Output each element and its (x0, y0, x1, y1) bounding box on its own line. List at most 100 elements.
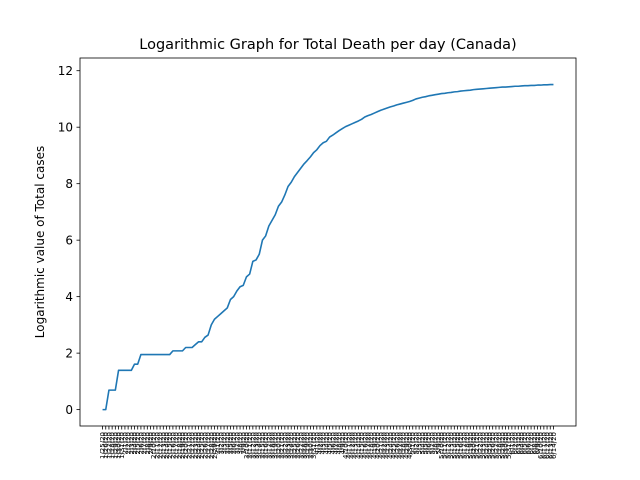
x-tick-label: 2/4/20 (131, 432, 139, 455)
x-tick-label: 5/13/20 (448, 432, 456, 459)
x-tick-label: 3/15/20 (259, 432, 267, 459)
x-tick-label: 3/19/20 (272, 432, 280, 459)
x-tick-label: 3/10/20 (243, 432, 251, 459)
x-tick-label: 1/28/20 (109, 432, 117, 459)
x-tick-label: 5/2/20 (412, 432, 420, 455)
x-tick-label: 2/17/20 (173, 432, 181, 459)
x-tick-label: 5/7/20 (428, 432, 436, 455)
x-tick-label: 5/27/20 (492, 432, 500, 459)
x-tick-label: 4/20/20 (374, 432, 382, 459)
x-tick-label: 3/6/20 (230, 432, 238, 455)
x-tick-label: 3/7/20 (233, 432, 241, 455)
x-tick-label: 3/13/20 (253, 432, 261, 459)
x-tick-label: 2/13/20 (160, 432, 168, 459)
x-tick-label: 5/25/20 (486, 432, 494, 459)
x-tick-label: 4/2/20 (317, 432, 325, 455)
x-tick-label: 4/15/20 (358, 432, 366, 459)
x-tick-label: 5/31/20 (505, 432, 513, 459)
x-tick-label: 2/1/20 (121, 432, 129, 455)
x-tick-label: 4/14/20 (355, 432, 363, 459)
x-tick-label: 1/30/20 (115, 432, 123, 459)
x-tick-label: 5/26/20 (489, 432, 497, 459)
x-tick-label: 6/13/20 (547, 432, 555, 459)
x-tick-label: 3/31/20 (310, 432, 318, 459)
x-tick-label: 5/30/20 (502, 432, 510, 459)
x-tick-label: 3/26/20 (294, 432, 302, 459)
x-tick-label: 5/11/20 (441, 432, 449, 459)
x-tick-label: 6/11/20 (540, 432, 548, 459)
x-tick-label: 5/6/20 (425, 432, 433, 455)
x-tick-label: 5/12/20 (444, 432, 452, 459)
x-tick-label: 2/6/20 (137, 432, 145, 455)
x-tick-label: 2/3/20 (128, 432, 136, 455)
x-tick-label: 1/31/20 (118, 432, 126, 459)
x-tick-label: 2/16/20 (169, 432, 177, 459)
x-tick-label: 6/8/20 (531, 432, 539, 455)
x-tick-label: 6/12/20 (544, 432, 552, 459)
x-tick-label: 2/25/20 (198, 432, 206, 459)
x-tick-label: 3/25/20 (291, 432, 299, 459)
x-tick-label: 5/4/20 (419, 432, 427, 455)
x-tick-label: 4/24/20 (387, 432, 395, 459)
x-tick-label: 4/16/20 (361, 432, 369, 459)
x-tick-label: 3/29/20 (304, 432, 312, 459)
x-tick-label: 5/18/20 (464, 432, 472, 459)
x-tick-label: 3/14/20 (256, 432, 264, 459)
y-tick-label: 4 (65, 290, 73, 304)
x-tick-label: 6/6/20 (524, 432, 532, 455)
x-tick-label: 2/22/20 (189, 432, 197, 459)
y-tick-label: 2 (65, 347, 73, 361)
x-tick-label: 4/3/20 (320, 432, 328, 455)
x-tick-label: 2/12/20 (157, 432, 165, 459)
x-tick-label: 2/20/20 (182, 432, 190, 459)
x-tick-label: 2/18/20 (176, 432, 184, 459)
x-tick-label: 2/5/20 (134, 432, 142, 455)
x-tick-label: 4/18/20 (368, 432, 376, 459)
x-tick-label: 6/9/20 (534, 432, 542, 455)
y-tick-label: 6 (65, 234, 73, 248)
x-tick-label: 5/8/20 (432, 432, 440, 455)
x-tick-label: 4/25/20 (390, 432, 398, 459)
x-tick-label: 5/24/20 (483, 432, 491, 459)
x-tick-label: 3/28/20 (301, 432, 309, 459)
x-tick-label: 6/2/20 (512, 432, 520, 455)
x-tick-label: 3/16/20 (262, 432, 270, 459)
x-tick-label: 4/13/20 (352, 432, 360, 459)
x-tick-label: 2/14/20 (163, 432, 171, 459)
x-tick-label: 1/26/20 (102, 432, 110, 459)
x-tick-label: 3/21/20 (278, 432, 286, 459)
x-tick-label: 3/2/20 (217, 432, 225, 455)
x-tick-label: 5/17/20 (460, 432, 468, 459)
x-tick-label: 1/25/20 (99, 432, 107, 459)
x-tick-label: 4/22/20 (380, 432, 388, 459)
plot-frame (79, 57, 577, 427)
x-tick-label: 5/23/20 (480, 432, 488, 459)
x-tick-label: 4/21/20 (377, 432, 385, 459)
x-tick-label: 2/19/20 (179, 432, 187, 459)
x-tick-label: 3/5/20 (227, 432, 235, 455)
x-tick-label: 2/7/20 (141, 432, 149, 455)
x-tick-label: 4/9/20 (339, 432, 347, 455)
x-tick-label: 3/1/20 (214, 432, 222, 455)
x-tick-label: 5/19/20 (467, 432, 475, 459)
x-tick-label: 4/17/20 (364, 432, 372, 459)
x-tick-label: 4/28/20 (400, 432, 408, 459)
x-tick-label: 2/27/20 (205, 432, 213, 459)
x-tick-label: 3/3/20 (221, 432, 229, 455)
x-tick-label: 2/24/20 (195, 432, 203, 459)
x-tick-label: 6/4/20 (518, 432, 526, 455)
x-tick-label: 3/22/20 (281, 432, 289, 459)
x-tick-label: 3/8/20 (237, 432, 245, 455)
x-tick-label: 2/15/20 (166, 432, 174, 459)
x-tick-label: 4/5/20 (326, 432, 334, 455)
x-tick-label: 6/1/20 (508, 432, 516, 455)
x-tick-label: 6/3/20 (515, 432, 523, 455)
x-tick-label: 2/28/20 (208, 432, 216, 459)
x-tick-label: 6/7/20 (528, 432, 536, 455)
x-tick-label: 2/11/20 (153, 432, 161, 459)
x-tick-label: 4/29/20 (403, 432, 411, 459)
x-tick-label: 1/27/20 (105, 432, 113, 459)
x-tick-label: 4/10/20 (342, 432, 350, 459)
